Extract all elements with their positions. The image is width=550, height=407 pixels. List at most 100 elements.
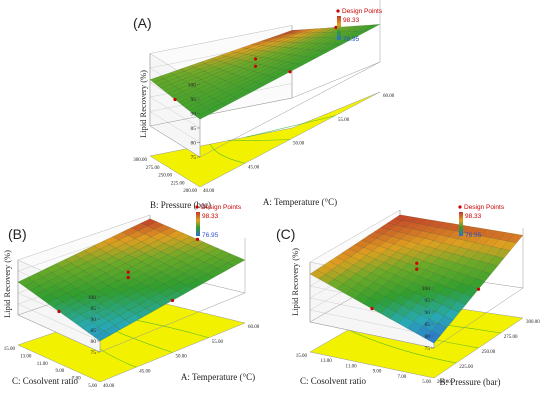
surface-cell (445, 279, 462, 291)
y-tick-label: 15.00 (4, 347, 16, 352)
panel-label: (A) (133, 15, 152, 31)
z-tick-label: 75 (91, 350, 97, 356)
contour-floor (149, 91, 381, 188)
surface-cell (392, 260, 409, 270)
panel-1: 75 80 85 90 95 100 40.00 45.00 50.00 55.00 60.00 5.… (2, 204, 260, 389)
legend-color-bar (459, 212, 463, 236)
surface-cell (412, 276, 429, 287)
z-axis-label: Lipid Recovery (%) (2, 250, 12, 318)
legend-color-bar (196, 212, 200, 236)
surface-cell (105, 247, 123, 257)
surface-cell (58, 306, 76, 316)
legend-max: 98.33 (202, 213, 219, 220)
surface-cell (74, 305, 92, 315)
design-point (288, 70, 292, 74)
surface-cell (441, 236, 458, 246)
y-tick-label: 250.00 (158, 174, 172, 179)
panel-0: 75 80 85 90 95 100 40.00 45.00 50.00 55.00 60.00 20… (133, 0, 395, 210)
surface-cell (77, 262, 94, 271)
surface-cell (248, 64, 266, 72)
panel-2: 75 80 85 90 95 100 200.00 225.00 250.00 275.00 300… (276, 204, 540, 387)
z-axis-label: Lipid Recovery (%) (290, 248, 300, 316)
surface-cell (82, 322, 99, 333)
legend-title: Design Points (464, 204, 505, 211)
surface-cell (23, 281, 40, 291)
panel-label: (C) (276, 226, 295, 242)
design-point (334, 25, 338, 29)
surface-cell (125, 258, 142, 267)
panel-label: (B) (8, 226, 27, 242)
x-tick-label: 55.00 (212, 340, 224, 345)
surface-cell (468, 242, 485, 252)
surface-cell (218, 64, 235, 71)
legend-min: 76.95 (343, 36, 360, 43)
legend-title: Design Points (342, 8, 383, 15)
surface-cell (189, 79, 206, 87)
surface-cell (192, 107, 210, 117)
y-tick-label: 5.00 (422, 380, 431, 385)
surface-cell (104, 289, 122, 299)
surface-cell (432, 293, 449, 305)
surface-cell (393, 238, 410, 247)
surface-cell (254, 75, 273, 84)
z-tick-label: 95 (191, 97, 197, 103)
surface-cell (196, 109, 214, 120)
design-point (173, 97, 177, 102)
surface-cell (354, 24, 374, 32)
surface-cell (35, 289, 52, 300)
x-tick-label: 225.00 (459, 365, 473, 370)
surface-cell (490, 230, 506, 240)
surface-cell (220, 253, 239, 263)
z-tick-label: 85 (91, 328, 97, 334)
legend-color-bar (337, 16, 341, 40)
x-tick-label: 300.00 (526, 320, 540, 325)
surface-cell (245, 72, 264, 81)
surface-cell (235, 48, 252, 54)
surface-cell (124, 313, 142, 324)
surface-cell (185, 101, 202, 111)
surface-cell (259, 77, 278, 86)
surface-cell (272, 70, 291, 79)
surface-cell (55, 259, 72, 268)
surface-cell (417, 296, 434, 308)
y-tick-label: 9.00 (373, 370, 382, 375)
surface-cell (271, 53, 290, 61)
z-tick-label: 75 (425, 346, 431, 352)
z-tick-label: 95 (425, 298, 431, 304)
surface-cell (181, 99, 199, 109)
surface-cell (234, 90, 252, 100)
surface-cell (128, 304, 146, 315)
design-point (253, 64, 258, 68)
surface-cell (281, 55, 301, 63)
surface-cell (141, 236, 159, 246)
surface-cell (389, 311, 406, 324)
surface-cell (266, 52, 285, 60)
design-point (195, 237, 200, 241)
surface-cell (140, 218, 158, 227)
surface-cell (386, 265, 402, 276)
z-axis-label: Lipid Recovery (%) (138, 70, 148, 138)
surface-cell (17, 277, 34, 287)
surface-cell (378, 296, 394, 308)
surface-cell (130, 223, 148, 232)
design-point (253, 57, 258, 61)
surface-cell (482, 263, 498, 274)
y-tick-label: 200.00 (183, 189, 197, 194)
surface-cell (76, 318, 93, 329)
surface-cell (144, 268, 162, 278)
design-point (126, 270, 130, 274)
z-tick-label: 100 (422, 286, 431, 292)
x-tick-label: 60.00 (383, 94, 395, 99)
surface-cell (210, 259, 229, 269)
response-surface (309, 214, 524, 344)
surface-cell (267, 37, 284, 42)
z-tick-label: 85 (425, 322, 431, 328)
surface-cell (437, 315, 454, 329)
surface-cell (435, 242, 452, 252)
z-tick-label: 90 (425, 310, 431, 316)
z-tick-label: 80 (191, 141, 197, 147)
surface-cell (108, 239, 126, 249)
contour-line (348, 329, 457, 364)
surface-cell (463, 285, 479, 298)
surface-cell (98, 285, 116, 295)
